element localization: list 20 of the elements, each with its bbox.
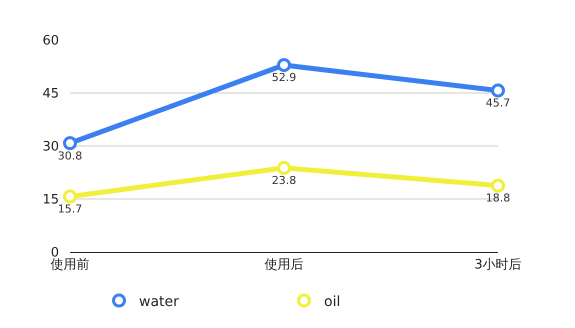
legend-label: oil xyxy=(324,294,340,310)
data-label: 45.7 xyxy=(486,96,510,110)
point xyxy=(277,58,291,72)
y-tick-label: 45 xyxy=(42,86,59,102)
y-tick-label: 30 xyxy=(42,140,59,155)
point xyxy=(491,84,505,98)
data-label: 18.8 xyxy=(486,192,510,205)
x-tick-label: 使用后 xyxy=(264,258,304,273)
data-label: 52.9 xyxy=(272,71,296,84)
x-tick-label: 3小时后 xyxy=(474,258,522,273)
data-label: 15.7 xyxy=(58,202,82,216)
point xyxy=(63,190,77,204)
legend-label: water xyxy=(139,294,180,310)
point xyxy=(63,136,77,150)
data-label: 23.8 xyxy=(272,174,296,188)
data-label: 30.8 xyxy=(58,149,82,162)
point xyxy=(491,178,505,193)
point xyxy=(277,160,291,175)
y-tick-label: 15 xyxy=(42,192,59,208)
y-tick-label: 60 xyxy=(42,34,59,49)
